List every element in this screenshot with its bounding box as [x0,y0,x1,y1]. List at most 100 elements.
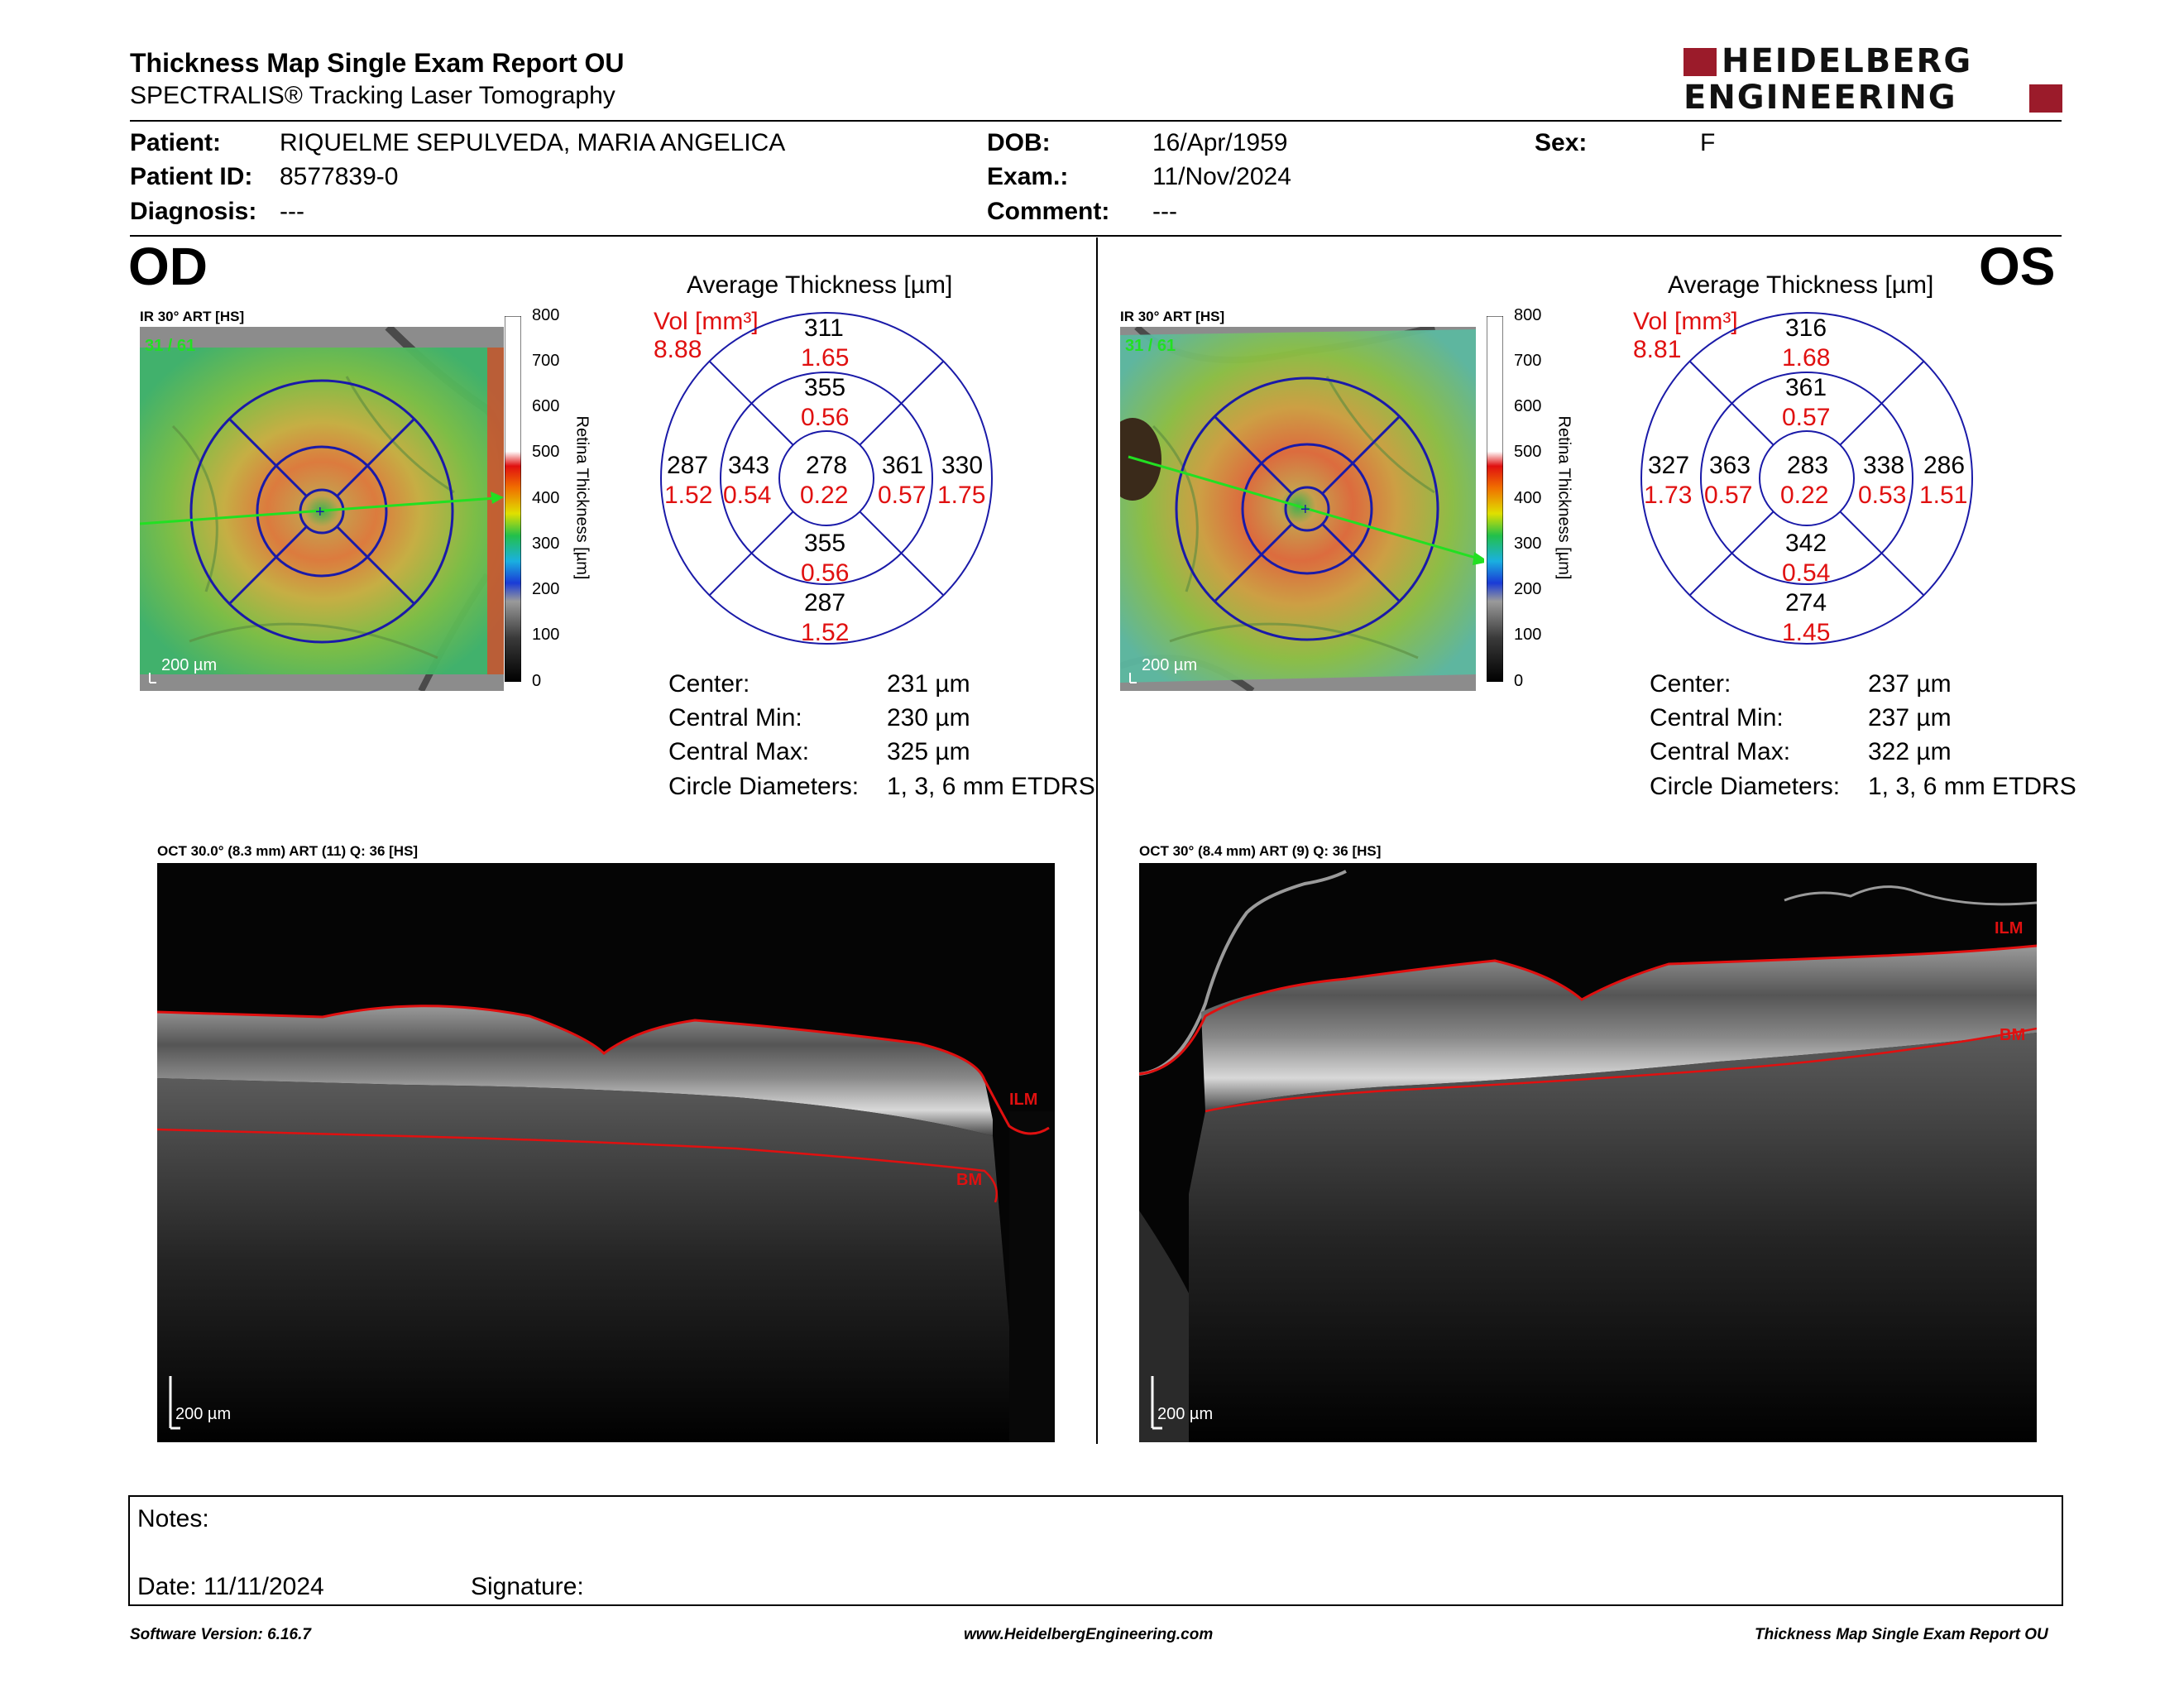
os-tick-100: 100 [1514,626,1542,644]
od-vol-value: 8.88 [654,336,702,363]
od-outer-temp-vol: 1.52 [664,482,713,509]
od-colorbar-ticks: 800 700 600 500 400 300 200 100 0 [532,306,565,695]
comment-label: Comment: [987,198,1110,225]
os-inner-temp-thick: 363 [1709,452,1751,479]
os-outer-inf-vol: 1.45 [1782,619,1831,646]
os-colorbar-title: Retina Thickness [µm] [1554,415,1573,580]
od-tick-100: 100 [532,626,560,644]
os-center-vol: 0.22 [1780,482,1829,509]
os-outer-inf-thick: 274 [1785,589,1827,616]
header-rule [130,120,2062,122]
od-max-value: 325 µm [887,738,970,765]
os-outer-nas-thick: 286 [1923,452,1966,479]
os-colorbar [1486,315,1504,683]
od-frames-count: 31 / 61 [145,337,196,355]
od-vol-label: Vol [mm³] [654,308,759,335]
dob-label: DOB: [987,129,1051,156]
od-inner-nas-vol: 0.57 [878,482,927,509]
date-label: Date: 11/11/2024 [137,1573,324,1600]
logo-red-square-bottom [2029,84,2062,113]
od-diam-value: 1, 3, 6 mm ETDRS [887,773,1095,800]
comment-value: --- [1152,198,1177,225]
od-etdrs-grid [659,311,994,645]
os-diam-value: 1, 3, 6 mm ETDRS [1868,773,2076,800]
heidelberg-logo: HEIDELBERG ENGINEERING [1684,43,2064,117]
os-fundus-image: + 31 / 61 200 µm [1104,324,1489,694]
os-tick-300: 300 [1514,535,1542,553]
logo-line1: HEIDELBERG [1722,42,1973,80]
diagnosis-value: --- [280,198,304,225]
os-inner-sup-vol: 0.57 [1782,404,1831,431]
od-diam-label: Circle Diameters: [668,773,860,800]
os-outer-sup-vol: 1.68 [1782,344,1831,372]
os-center-label: Center: [1650,670,1731,698]
os-avg-title: Average Thickness [µm] [1668,271,1934,299]
od-inner-inf-thick: 355 [804,530,846,557]
diagnosis-label: Diagnosis: [130,198,257,225]
report-subtitle: SPECTRALIS® Tracking Laser Tomography [130,82,615,109]
os-ir-label: IR 30° ART [HS] [1120,309,1225,324]
od-oct-image: ILM BM 200 µm [156,863,1055,1442]
os-oct-image: ILM BM 200 µm [1138,863,2038,1442]
signature-label: Signature: [471,1573,584,1600]
os-inner-inf-thick: 342 [1785,530,1827,557]
od-outer-sup-vol: 1.65 [801,344,850,372]
od-center-thick: 278 [806,452,848,479]
os-outer-nas-vol: 1.51 [1919,482,1968,509]
od-center-value: 231 µm [887,670,970,698]
patient-id-label: Patient ID: [130,163,253,190]
os-fundus-scale-label: 200 µm [1142,656,1198,674]
os-min-value: 237 µm [1868,704,1952,731]
od-oct-scale-label: 200 µm [175,1405,232,1423]
os-tick-500: 500 [1514,443,1542,461]
logo-red-square-top [1684,48,1717,76]
footer-report-name: Thickness Map Single Exam Report OU [1755,1626,2048,1643]
os-vol-label: Vol [mm³] [1633,308,1738,335]
os-tick-600: 600 [1514,397,1542,415]
os-outer-temp-vol: 1.73 [1644,482,1693,509]
od-eye-label: OD [128,237,208,296]
od-inner-sup-thick: 355 [804,374,846,401]
od-colorbar [504,315,522,683]
od-inner-temp-vol: 0.54 [723,482,772,509]
od-tick-400: 400 [532,489,560,507]
os-diam-label: Circle Diameters: [1650,773,1841,800]
od-colorbar-title: Retina Thickness [µm] [572,415,592,580]
os-frames-count: 31 / 61 [1125,337,1176,355]
os-colorbar-ticks: 800 700 600 500 400 300 200 100 0 [1514,306,1547,695]
exam-label: Exam.: [987,163,1069,190]
os-min-label: Central Min: [1650,704,1784,731]
logo-line2: ENGINEERING [1684,79,1957,117]
od-outer-nas-thick: 330 [941,452,984,479]
od-outer-inf-vol: 1.52 [801,619,850,646]
od-min-label: Central Min: [668,704,802,731]
os-tick-800: 800 [1514,306,1542,324]
od-tick-600: 600 [532,397,560,415]
od-avg-title: Average Thickness [µm] [687,271,953,299]
os-tick-0: 0 [1514,672,1524,690]
svg-text:+: + [315,503,325,521]
svg-text:+: + [1300,501,1310,519]
os-eye-label: OS [1979,237,2056,296]
od-min-value: 230 µm [887,704,970,731]
od-tick-0: 0 [532,672,542,690]
os-inner-nas-vol: 0.53 [1858,482,1907,509]
od-max-label: Central Max: [668,738,810,765]
od-ir-label: IR 30° ART [HS] [140,309,245,324]
sex-label: Sex: [1535,129,1588,156]
os-bm-label: BM [2000,1026,2026,1044]
od-tick-500: 500 [532,443,560,461]
patient-label: Patient: [130,129,222,156]
footer-website-link[interactable]: www.HeidelbergEngineering.com [964,1626,1214,1643]
os-max-value: 322 µm [1868,738,1952,765]
od-oct-label: OCT 30.0° (8.3 mm) ART (11) Q: 36 [HS] [157,843,419,859]
od-tick-700: 700 [532,352,560,370]
report-title: Thickness Map Single Exam Report OU [130,48,625,78]
notes-box[interactable]: Notes: Date: 11/11/2024 Signature: [128,1495,2063,1606]
dob-value: 16/Apr/1959 [1152,129,1288,156]
od-inner-inf-vol: 0.56 [801,559,850,587]
od-inner-temp-thick: 343 [728,452,770,479]
od-center-vol: 0.22 [800,482,849,509]
os-tick-200: 200 [1514,580,1542,598]
os-oct-scale-label: 200 µm [1157,1405,1214,1423]
